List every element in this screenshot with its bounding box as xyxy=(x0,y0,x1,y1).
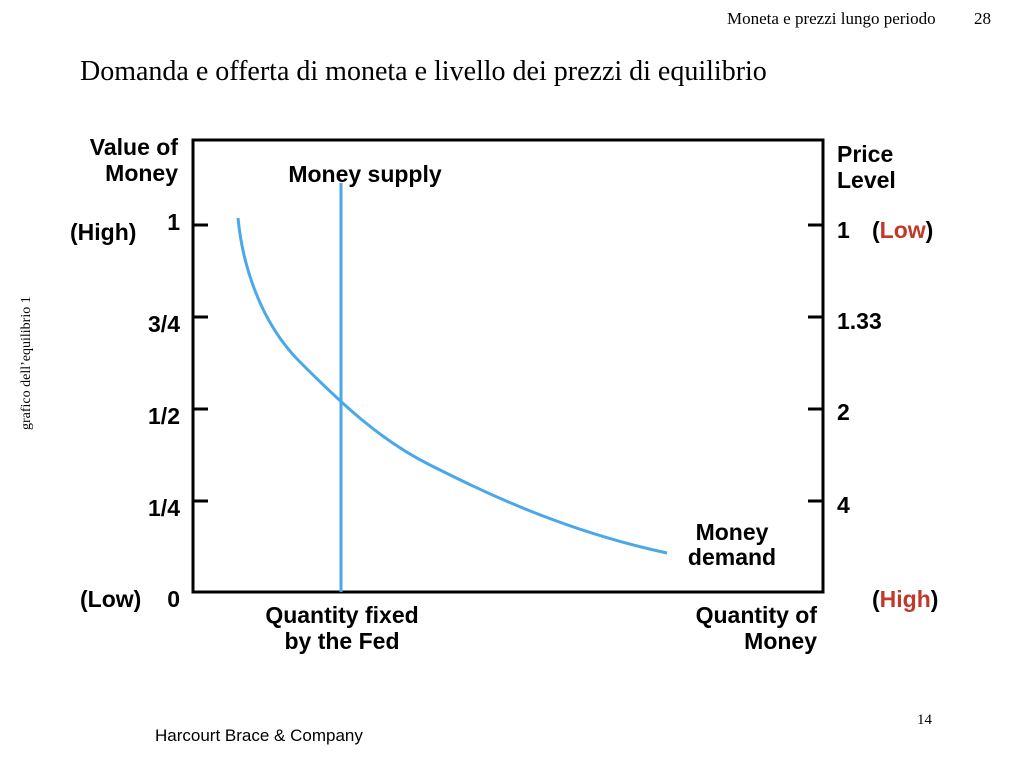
tick-label: 1.33 xyxy=(837,308,882,334)
title: Domanda e offerta di moneta e livello de… xyxy=(80,56,767,87)
page-number: 14 xyxy=(917,712,933,728)
right-axis-label: Price xyxy=(837,141,893,167)
tick-label: 1 xyxy=(167,209,180,235)
publisher: Harcourt Brace & Company xyxy=(155,726,363,745)
x-label: by the Fed xyxy=(284,628,399,654)
low-word: Low xyxy=(880,217,926,243)
tick-label: 3/4 xyxy=(148,311,180,337)
plot-frame xyxy=(191,138,825,594)
high-word: High xyxy=(880,586,931,612)
demand-label: Money xyxy=(696,519,769,545)
tick-label: 0 xyxy=(167,586,180,612)
left-axis-label: Value of xyxy=(90,134,179,160)
left-axis-label: Money xyxy=(105,160,178,186)
paren: ( xyxy=(872,217,880,243)
slide-number: 28 xyxy=(974,9,991,28)
side-label: grafico dell’equilibrio 1 xyxy=(19,296,34,430)
paren: ) xyxy=(931,586,939,612)
paren: ( xyxy=(872,586,880,612)
x-label: Money xyxy=(744,628,817,654)
low-label: (Low) xyxy=(80,586,141,612)
paren: ) xyxy=(926,217,934,243)
tick-label: 1 xyxy=(837,217,850,243)
high-label: (High) xyxy=(70,219,136,245)
x-label: Quantity of xyxy=(696,602,818,628)
tick-label: 1/4 xyxy=(148,495,180,521)
right-axis-label: Level xyxy=(837,167,896,193)
tick-label: 1/2 xyxy=(148,403,180,429)
running-title: Moneta e prezzi lungo periodo xyxy=(727,9,936,28)
tick-label: 4 xyxy=(837,492,850,518)
x-label: Quantity fixed xyxy=(265,602,418,628)
money-demand-curve xyxy=(236,217,668,555)
tick-label: 2 xyxy=(837,399,850,425)
supply-label: Money supply xyxy=(288,161,442,187)
low-label: (Low) xyxy=(872,217,933,243)
high-label: (High) xyxy=(872,586,938,612)
demand-label: demand xyxy=(688,544,776,570)
